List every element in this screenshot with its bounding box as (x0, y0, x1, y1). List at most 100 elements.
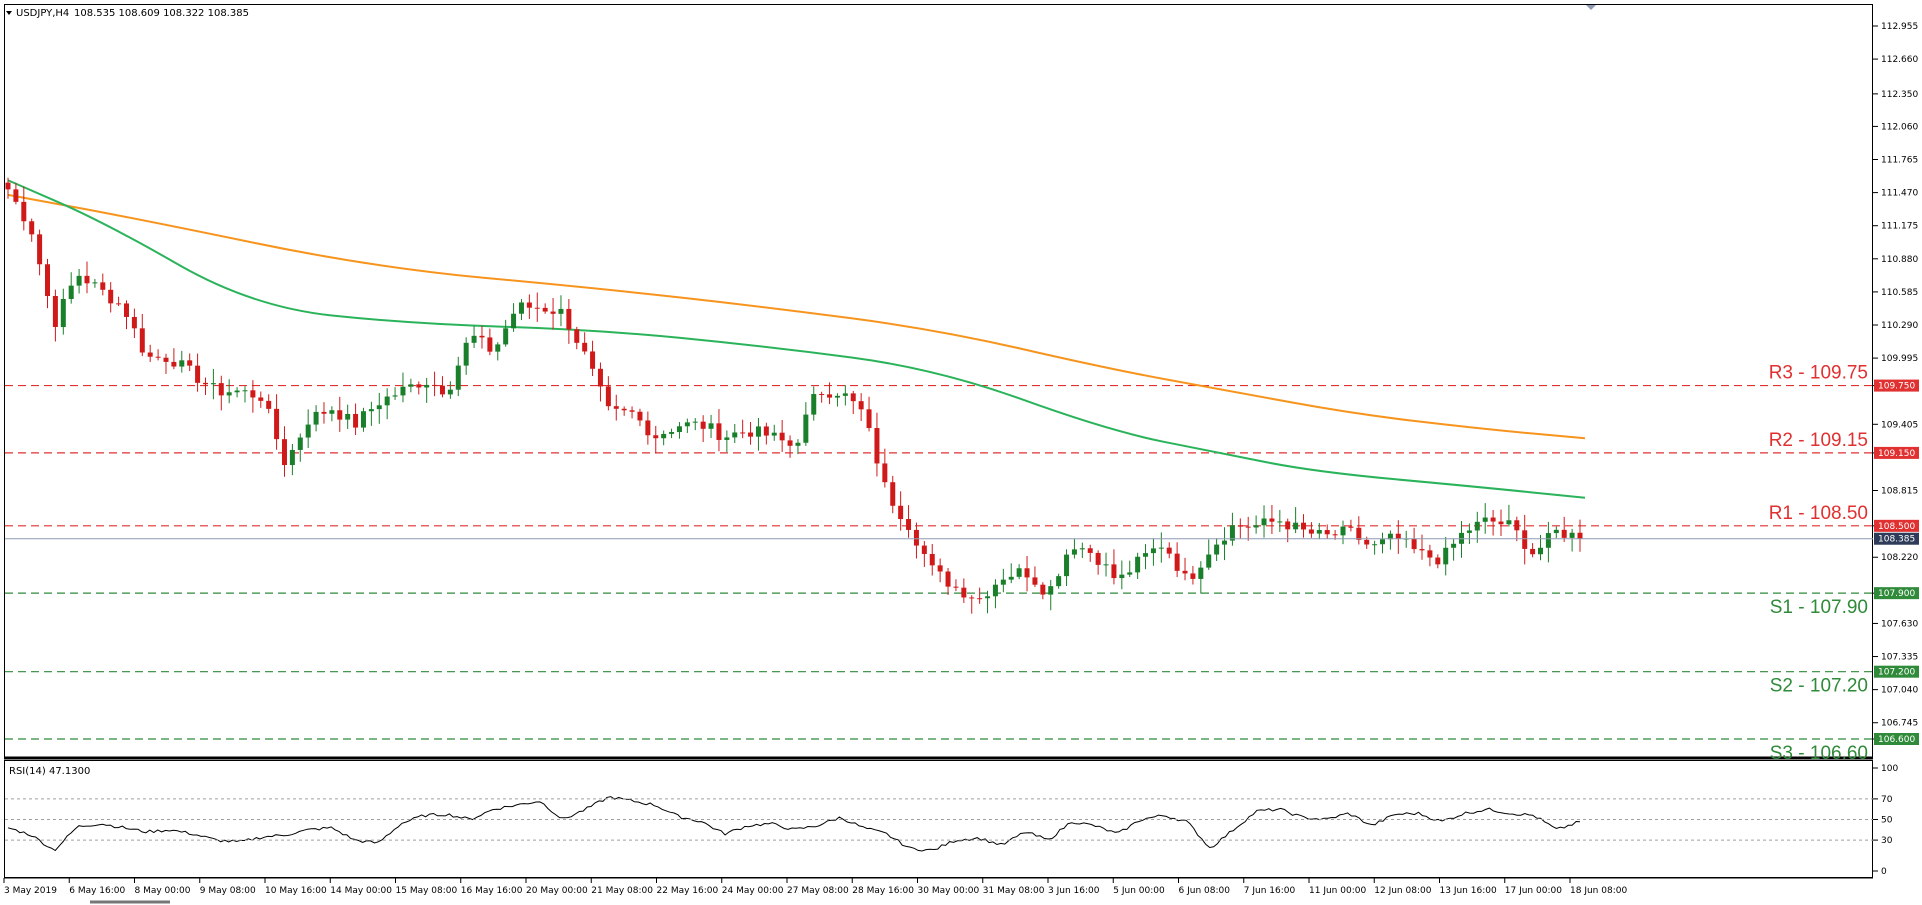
symbol-menu-arrow-icon[interactable] (6, 11, 12, 15)
candle-body (226, 392, 232, 396)
level-price-tag-text: 107.200 (1878, 668, 1915, 678)
candle-body (313, 411, 319, 425)
candle-body (985, 596, 991, 599)
candle-body (1261, 518, 1267, 526)
x-tick-label: 3 May 2019 (4, 886, 57, 896)
time-axis[interactable]: 3 May 2019 6 May 16:00 8 May 00:00 9 May 08… (3, 878, 1627, 896)
candle-body (1079, 548, 1085, 550)
candle-body (661, 433, 667, 439)
symbol-label: USDJPY,H4 (16, 8, 69, 19)
candle-body (384, 396, 390, 406)
candle-body (424, 384, 430, 388)
candle-body (597, 368, 603, 387)
candle-body (1253, 525, 1259, 528)
candle-body (858, 401, 864, 410)
candle-body (1198, 567, 1204, 579)
level-price-tag (1874, 379, 1919, 392)
candle-body (1498, 521, 1504, 525)
candle-body (392, 395, 398, 397)
level-label: S1 - 107.90 (1770, 597, 1868, 618)
candle-body (234, 390, 240, 393)
candle-body (850, 393, 856, 402)
candle-body (787, 440, 793, 446)
candle-body (1387, 533, 1393, 540)
current-price-tag (1874, 532, 1919, 545)
y-tick-label: 110.290 (1881, 321, 1918, 331)
candle-body (621, 408, 627, 411)
candle-body (1119, 574, 1125, 579)
x-tick-label: 15 May 08:00 (396, 886, 458, 896)
candle-body (977, 598, 983, 600)
y-tick-label: 110.880 (1881, 255, 1918, 265)
candle-body (1229, 525, 1235, 541)
candle-body (376, 405, 382, 410)
candle-body (708, 423, 714, 429)
rsi-tick-label: 100 (1881, 764, 1898, 774)
candle-body (645, 420, 651, 436)
candle-body (842, 393, 848, 396)
level-price-tag (1874, 587, 1919, 600)
candle-body (1174, 553, 1180, 571)
candle-body (84, 275, 90, 284)
candle-body (700, 421, 706, 429)
candle-body (1538, 547, 1544, 555)
candle-body (1530, 548, 1536, 555)
candle-body (1411, 538, 1417, 550)
candle-body (1048, 586, 1054, 595)
candle-body (1008, 576, 1014, 580)
candle-body (526, 302, 532, 308)
candle-body (590, 351, 596, 369)
candle-body (274, 408, 280, 440)
y-tick-label: 112.955 (1881, 22, 1918, 32)
main-panel-frame (4, 4, 1873, 758)
candle-body (629, 410, 635, 412)
x-tick-label: 27 May 08:00 (787, 886, 849, 896)
x-tick-label: 21 May 08:00 (591, 886, 653, 896)
candle-body (471, 335, 477, 343)
candle-body (266, 400, 272, 409)
candle-body (1111, 564, 1117, 579)
level-label: S2 - 107.20 (1770, 676, 1868, 697)
rsi-tick-label: 30 (1881, 836, 1893, 846)
candle-body (1127, 572, 1133, 575)
x-tick-label: 7 Jun 16:00 (1244, 886, 1296, 896)
y-tick-label: 109.405 (1881, 420, 1918, 430)
candle-body (337, 410, 343, 420)
candle-body (29, 221, 35, 235)
x-tick-label: 11 Jun 00:00 (1309, 886, 1366, 896)
candle-body (866, 409, 872, 428)
candle-body (171, 361, 177, 367)
candle-body (416, 384, 422, 388)
x-tick-label: 31 May 08:00 (983, 886, 1045, 896)
candle-body (1522, 530, 1528, 549)
level-price-tag-text: 109.150 (1878, 449, 1915, 459)
candle-body (1380, 539, 1386, 545)
candle-body (408, 384, 414, 387)
candle-body (1206, 554, 1212, 568)
candle-body (811, 394, 817, 415)
candle-body (463, 342, 469, 366)
x-tick-label: 6 May 16:00 (69, 886, 125, 896)
candle-body (755, 426, 761, 437)
candle-body (1348, 526, 1354, 528)
candle-body (447, 389, 453, 395)
candle-body (1158, 547, 1164, 549)
candle-body (771, 432, 777, 436)
candle-body (1237, 525, 1243, 527)
candle-body (1016, 568, 1022, 577)
y-tick-label: 111.765 (1881, 156, 1918, 166)
candle-body (1451, 543, 1457, 548)
level-label: S3 - 106.60 (1770, 743, 1868, 764)
candle-body (1482, 517, 1488, 522)
candle-body (534, 307, 540, 309)
candle-body (684, 422, 690, 427)
candle-body (1316, 530, 1322, 534)
chart-shift-marker-icon[interactable] (1586, 5, 1596, 10)
candle-body (1024, 568, 1030, 578)
candle-body (1222, 540, 1228, 545)
current-price-tag-text: 108.385 (1878, 535, 1915, 545)
candle-body (495, 344, 501, 352)
candle-body (1293, 522, 1299, 530)
y-tick-label: 109.995 (1881, 354, 1918, 364)
